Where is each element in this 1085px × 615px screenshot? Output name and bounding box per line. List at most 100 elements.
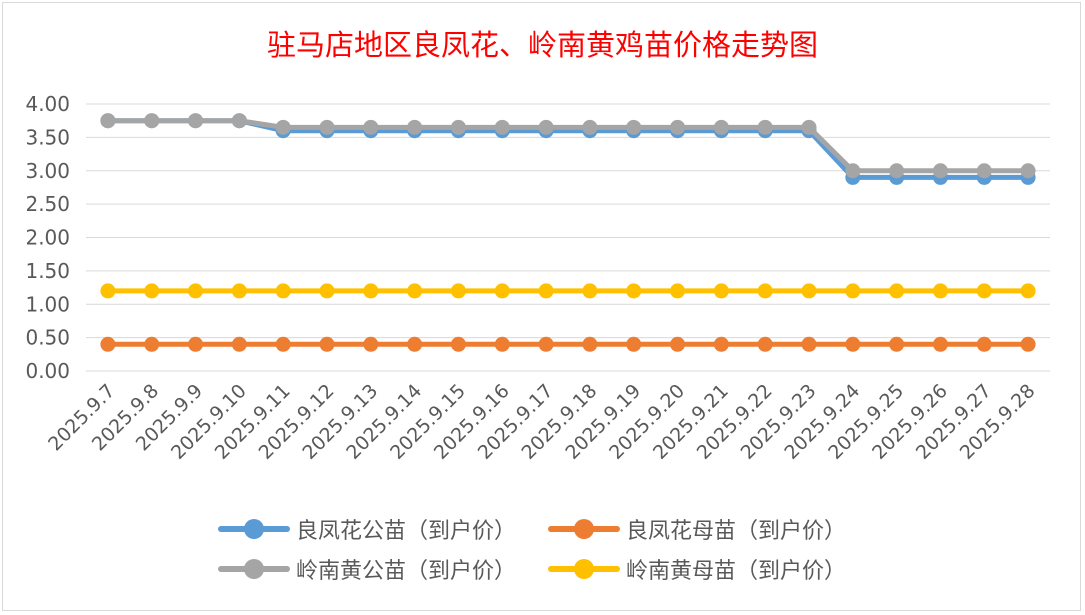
series-4 — [100, 283, 1036, 299]
legend-row-2: 岭南黄公苗（到户价） 岭南黄母苗（到户价） — [0, 552, 1085, 592]
data-point — [188, 283, 204, 299]
data-point — [670, 336, 686, 352]
series-line — [105, 118, 1031, 174]
data-point — [932, 283, 948, 299]
data-point — [144, 283, 160, 299]
chart-title: 驻马店地区良凤花、岭南黄鸡苗价格走势图 — [266, 28, 818, 62]
data-point — [188, 113, 204, 129]
data-point — [670, 119, 686, 135]
data-point — [363, 119, 379, 135]
gridlines — [86, 103, 1050, 372]
legend-item-lfh-male[interactable]: 良凤花公苗（到户价） — [218, 512, 516, 546]
data-point — [757, 119, 773, 135]
data-point — [144, 113, 160, 129]
data-point — [626, 336, 642, 352]
data-point — [713, 119, 729, 135]
legend-row-1: 良凤花公苗（到户价） 良凤花母苗（到户价） — [0, 512, 1085, 552]
data-point — [319, 283, 335, 299]
data-point — [845, 163, 861, 179]
y-tick-label: 3.00 — [25, 159, 70, 183]
legend-label: 良凤花母苗（到户价） — [626, 519, 847, 544]
data-point — [188, 336, 204, 352]
legend-label: 岭南黄母苗（到户价） — [626, 559, 847, 584]
y-tick-label: 2.50 — [25, 192, 70, 216]
series-layer — [100, 113, 1036, 352]
y-tick-label: 2.00 — [25, 226, 70, 250]
legend: 良凤花公苗（到户价） 良凤花母苗（到户价） 岭南黄公苗（到户价） 岭南黄母苗（到… — [0, 512, 1085, 592]
data-point — [231, 336, 247, 352]
legend-swatch — [218, 559, 290, 579]
y-tick-label: 4.00 — [25, 92, 70, 116]
data-point — [801, 119, 817, 135]
data-point — [932, 163, 948, 179]
legend-swatch — [548, 519, 620, 539]
data-point — [363, 283, 379, 299]
data-point — [626, 119, 642, 135]
data-point — [845, 283, 861, 299]
y-tick-label: 0.50 — [25, 326, 70, 350]
legend-label: 良凤花公苗（到户价） — [296, 519, 517, 544]
data-point — [757, 283, 773, 299]
data-point — [538, 336, 554, 352]
data-point — [582, 119, 598, 135]
data-point — [801, 336, 817, 352]
data-point — [407, 283, 423, 299]
data-point — [1020, 336, 1036, 352]
data-point — [889, 336, 905, 352]
data-point — [976, 283, 992, 299]
data-point — [538, 119, 554, 135]
data-point — [889, 283, 905, 299]
data-point — [976, 336, 992, 352]
data-point — [319, 119, 335, 135]
x-axis: 2025.9.72025.9.82025.9.92025.9.102025.9.… — [44, 380, 1040, 464]
data-point — [976, 163, 992, 179]
data-point — [670, 283, 686, 299]
data-point — [144, 336, 160, 352]
legend-item-lnh-male[interactable]: 岭南黄公苗（到户价） — [218, 552, 516, 586]
data-point — [100, 283, 116, 299]
data-point — [494, 119, 510, 135]
data-point — [319, 336, 335, 352]
y-tick-label: 3.50 — [25, 125, 70, 149]
data-point — [100, 336, 116, 352]
legend-item-lnh-female[interactable]: 岭南黄母苗（到户价） — [548, 552, 846, 586]
y-tick-label: 0.00 — [25, 359, 70, 383]
legend-item-lfh-female[interactable]: 良凤花母苗（到户价） — [548, 512, 846, 546]
data-point — [582, 283, 598, 299]
data-point — [1020, 163, 1036, 179]
data-point — [1020, 283, 1036, 299]
data-point — [275, 336, 291, 352]
data-point — [100, 113, 116, 129]
data-point — [231, 113, 247, 129]
series-3 — [100, 113, 1036, 179]
y-axis: 0.00 0.50 1.00 1.50 2.00 2.50 3.00 3.50 4.00 — [25, 92, 70, 383]
data-point — [932, 336, 948, 352]
data-point — [582, 336, 598, 352]
data-point — [407, 336, 423, 352]
data-point — [450, 336, 466, 352]
data-point — [275, 119, 291, 135]
data-point — [538, 283, 554, 299]
data-point — [363, 336, 379, 352]
data-point — [494, 283, 510, 299]
data-point — [713, 336, 729, 352]
data-point — [275, 283, 291, 299]
legend-swatch — [218, 519, 290, 539]
data-point — [407, 119, 423, 135]
data-point — [494, 336, 510, 352]
data-point — [231, 283, 247, 299]
data-point — [626, 283, 642, 299]
data-point — [450, 119, 466, 135]
data-point — [757, 336, 773, 352]
legend-swatch — [548, 559, 620, 579]
data-point — [713, 283, 729, 299]
data-point — [801, 283, 817, 299]
y-tick-label: 1.00 — [25, 292, 70, 316]
data-point — [450, 283, 466, 299]
series-2 — [100, 336, 1036, 352]
data-point — [845, 336, 861, 352]
legend-label: 岭南黄公苗（到户价） — [296, 559, 517, 584]
y-tick-label: 1.50 — [25, 259, 70, 283]
data-point — [889, 163, 905, 179]
